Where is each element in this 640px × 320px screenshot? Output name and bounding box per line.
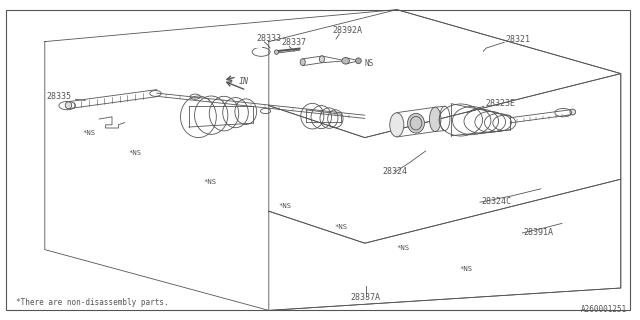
Ellipse shape [65, 102, 72, 109]
Text: NS: NS [365, 59, 374, 68]
Ellipse shape [319, 56, 324, 63]
Text: *NS: *NS [460, 266, 473, 272]
Text: *There are non-disassembly parts.: *There are non-disassembly parts. [16, 298, 168, 307]
Ellipse shape [356, 58, 362, 64]
Text: 28337A: 28337A [350, 293, 380, 302]
Text: *NS: *NS [204, 179, 217, 185]
Ellipse shape [408, 113, 424, 133]
Text: 28335: 28335 [46, 92, 71, 100]
Text: 28321: 28321 [506, 35, 531, 44]
Text: 28391A: 28391A [524, 228, 554, 237]
Text: 28333: 28333 [256, 34, 281, 43]
Text: IN: IN [239, 77, 249, 86]
Text: *NS: *NS [397, 245, 410, 251]
Text: *NS: *NS [82, 130, 95, 136]
Text: 28323E: 28323E [485, 99, 515, 108]
Ellipse shape [300, 59, 305, 66]
Ellipse shape [390, 113, 404, 137]
Ellipse shape [275, 50, 278, 54]
Text: 28337: 28337 [282, 38, 307, 47]
Text: 28392A: 28392A [333, 26, 363, 35]
Text: 28324: 28324 [382, 167, 407, 176]
Ellipse shape [570, 109, 576, 115]
Text: A260001251: A260001251 [581, 305, 627, 314]
Ellipse shape [342, 58, 349, 64]
Text: 28324C: 28324C [481, 197, 511, 206]
Text: *NS: *NS [334, 224, 348, 230]
Ellipse shape [429, 107, 441, 132]
Text: *NS: *NS [278, 203, 292, 209]
Text: *NS: *NS [128, 149, 141, 156]
